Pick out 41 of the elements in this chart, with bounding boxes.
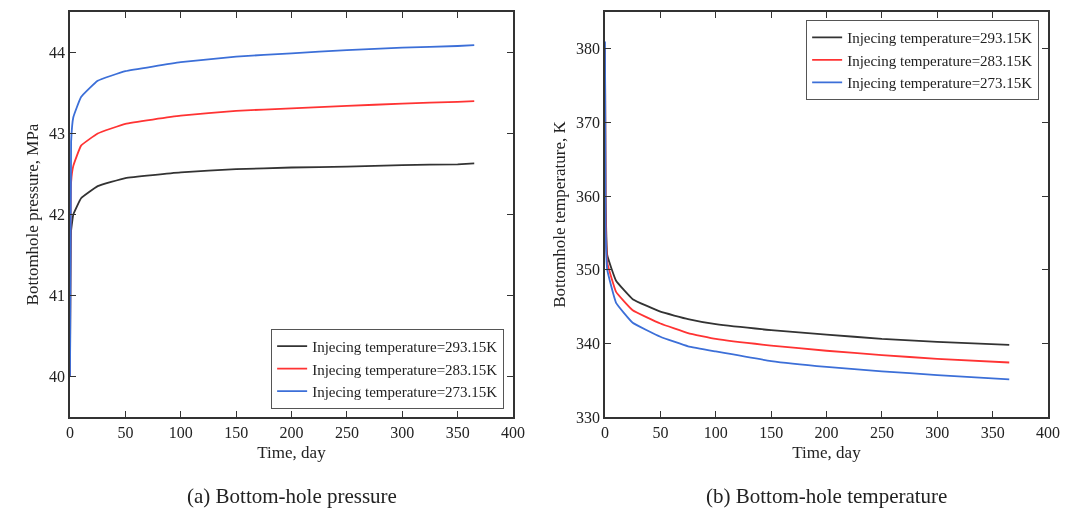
- x-tick-label: 50: [652, 423, 669, 441]
- x-tick-label: 400: [1036, 423, 1060, 441]
- y-tick-label: 43: [49, 125, 66, 143]
- x-tick-label: 100: [168, 423, 193, 441]
- y-tick-label: 40: [49, 368, 66, 386]
- legend-label: Injecing temperature=273.15K: [847, 75, 1033, 92]
- y-tick-label: 380: [576, 40, 601, 58]
- legend-label: Injecing temperature=283.15K: [847, 52, 1033, 69]
- legend-label: Injecing temperature=273.15K: [312, 384, 498, 400]
- x-axis-title: Time, day: [257, 442, 327, 462]
- x-tick-label: 300: [390, 423, 415, 441]
- x-tick-label: 0: [601, 423, 609, 441]
- legend-label: Injecing temperature=293.15K: [847, 30, 1033, 47]
- x-tick-label: 0: [66, 423, 74, 441]
- x-tick-label: 250: [869, 423, 894, 441]
- y-tick-label: 44: [49, 44, 66, 62]
- x-tick-label: 200: [814, 423, 839, 441]
- y-tick-label: 370: [576, 114, 601, 132]
- x-tick-label: 150: [224, 423, 249, 441]
- y-tick-label: 330: [576, 408, 601, 426]
- y-tick-label: 41: [49, 287, 66, 305]
- legend-label: Injecing temperature=293.15K: [312, 339, 498, 355]
- x-tick-label: 350: [445, 423, 470, 441]
- y-tick-label: 42: [49, 206, 66, 224]
- y-axis-title: Bottomhole temperature, K: [550, 120, 570, 308]
- legend-label: Injecing temperature=283.15K: [312, 361, 498, 378]
- text: (b) Bottom-hole temperature: [706, 484, 948, 508]
- text: (a) Bottom-hole pressure: [187, 484, 397, 508]
- y-axis-title: Bottomhole pressure, MPa: [23, 123, 43, 306]
- y-tick-label: 350: [576, 261, 601, 279]
- x-tick-label: 300: [925, 423, 950, 441]
- x-tick-label: 200: [279, 423, 304, 441]
- x-tick-label: 400: [501, 423, 525, 441]
- y-tick-label: 360: [576, 187, 601, 205]
- x-tick-label: 250: [334, 423, 359, 441]
- x-axis-title: Time, day: [792, 442, 862, 462]
- x-tick-label: 350: [980, 423, 1005, 441]
- y-tick-label: 340: [576, 334, 601, 352]
- x-tick-label: 50: [117, 423, 134, 441]
- x-tick-label: 100: [703, 423, 728, 441]
- x-tick-label: 150: [759, 423, 784, 441]
